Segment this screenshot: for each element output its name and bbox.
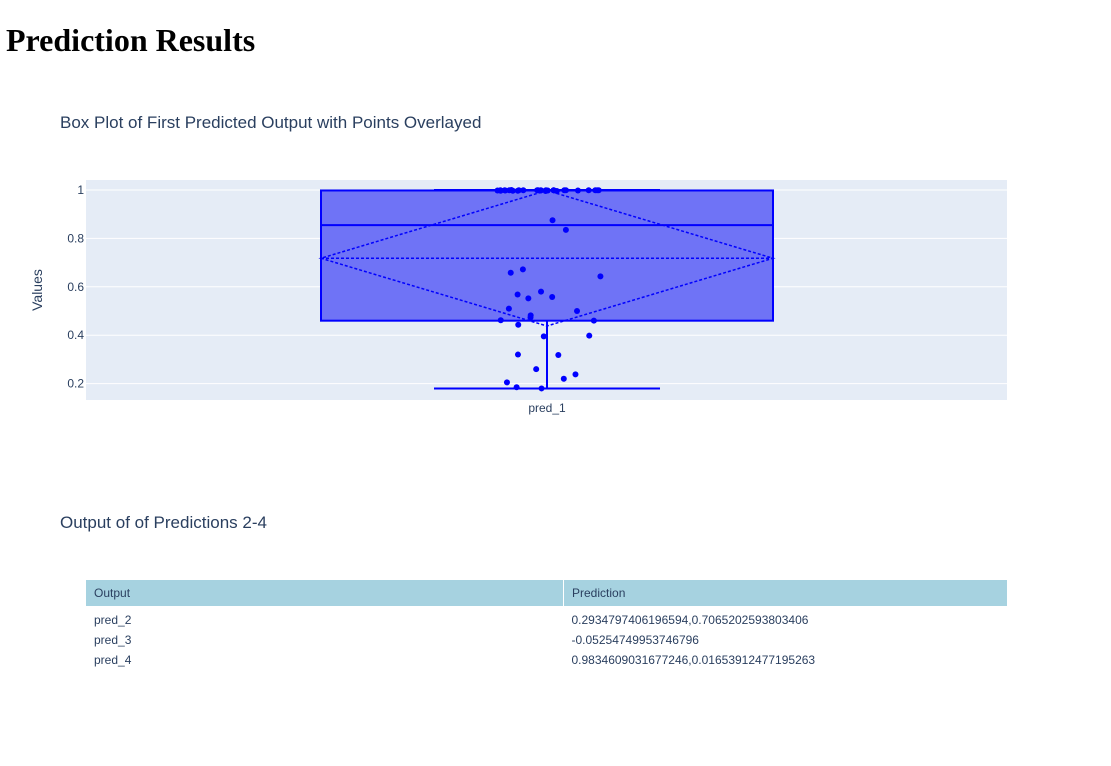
data-point[interactable] bbox=[497, 317, 504, 324]
table-row: pred_3 -0.05254749953746796 bbox=[86, 630, 1007, 650]
predictions-table: Output Prediction pred_2 0.2934797406196… bbox=[86, 580, 1007, 670]
data-point[interactable] bbox=[585, 187, 592, 194]
data-point[interactable] bbox=[514, 291, 521, 298]
y-axis-label: Values bbox=[29, 269, 45, 311]
data-point[interactable] bbox=[562, 187, 569, 194]
data-point[interactable] bbox=[574, 308, 581, 314]
data-point[interactable] bbox=[519, 266, 526, 273]
cell-output: pred_3 bbox=[94, 633, 132, 647]
data-point[interactable] bbox=[538, 385, 545, 392]
data-point[interactable] bbox=[594, 187, 601, 194]
sd-diamond bbox=[318, 189, 776, 327]
data-point[interactable] bbox=[503, 379, 510, 386]
data-point[interactable] bbox=[494, 187, 501, 194]
table-header-row: Output Prediction bbox=[86, 580, 1007, 606]
data-point[interactable] bbox=[513, 384, 520, 391]
box-plot-title: Box Plot of First Predicted Output with … bbox=[60, 113, 482, 132]
data-point[interactable] bbox=[549, 293, 556, 300]
cell-output: pred_4 bbox=[94, 653, 132, 667]
data-point[interactable] bbox=[525, 295, 532, 302]
box-plot[interactable]: 1 0.8 0.6 0.4 0.2 Values pred_1 bbox=[0, 140, 1111, 440]
y-tick-labels: 1 0.8 0.6 0.4 0.2 bbox=[67, 183, 84, 391]
y-tick-label: 0.6 bbox=[67, 280, 84, 294]
data-point[interactable] bbox=[550, 187, 557, 194]
data-point[interactable] bbox=[572, 371, 579, 378]
data-point[interactable] bbox=[535, 187, 542, 194]
data-point[interactable] bbox=[502, 187, 509, 194]
y-tick-label: 0.8 bbox=[67, 231, 84, 245]
data-point[interactable] bbox=[590, 317, 597, 324]
data-point[interactable] bbox=[514, 187, 521, 194]
y-tick-label: 0.4 bbox=[67, 328, 84, 342]
box-trace[interactable] bbox=[318, 189, 776, 390]
data-point[interactable] bbox=[509, 187, 516, 194]
data-point[interactable] bbox=[515, 321, 522, 328]
page-title: Prediction Results bbox=[6, 22, 256, 58]
data-point[interactable] bbox=[540, 333, 547, 340]
data-point[interactable] bbox=[574, 187, 581, 194]
table-row: pred_4 0.9834609031677246,0.016539124771… bbox=[86, 650, 1007, 670]
data-point[interactable] bbox=[533, 366, 540, 373]
data-points[interactable] bbox=[494, 187, 604, 392]
predictions-table-container: Output Prediction pred_2 0.2934797406196… bbox=[86, 580, 1007, 670]
cell-prediction: 0.2934797406196594,0.7065202593803406 bbox=[571, 613, 809, 627]
box-iqr[interactable] bbox=[320, 189, 774, 322]
y-tick-label: 1 bbox=[77, 183, 84, 197]
data-point[interactable] bbox=[597, 273, 604, 280]
data-point[interactable] bbox=[505, 305, 512, 312]
table-title: Output of of Predictions 2-4 bbox=[60, 513, 267, 532]
data-point[interactable] bbox=[555, 352, 562, 359]
data-point[interactable] bbox=[549, 217, 556, 224]
data-point[interactable] bbox=[586, 332, 593, 339]
data-point[interactable] bbox=[562, 226, 569, 233]
data-point[interactable] bbox=[527, 314, 534, 321]
column-header-output[interactable]: Output bbox=[86, 580, 564, 606]
y-tick-label: 0.2 bbox=[67, 377, 84, 391]
cell-output: pred_2 bbox=[94, 613, 132, 627]
data-point[interactable] bbox=[542, 187, 549, 194]
data-point[interactable] bbox=[520, 187, 527, 194]
cell-prediction: -0.05254749953746796 bbox=[571, 633, 699, 647]
cell-prediction: 0.9834609031677246,0.01653912477195263 bbox=[571, 653, 816, 667]
data-point[interactable] bbox=[507, 269, 514, 276]
data-point[interactable] bbox=[560, 375, 567, 382]
data-point[interactable] bbox=[538, 288, 545, 295]
data-point[interactable] bbox=[514, 351, 521, 358]
table-row: pred_2 0.2934797406196594,0.706520259380… bbox=[86, 606, 1007, 630]
column-header-prediction[interactable]: Prediction bbox=[563, 580, 1007, 606]
x-tick-label-pred-1: pred_1 bbox=[528, 401, 566, 415]
